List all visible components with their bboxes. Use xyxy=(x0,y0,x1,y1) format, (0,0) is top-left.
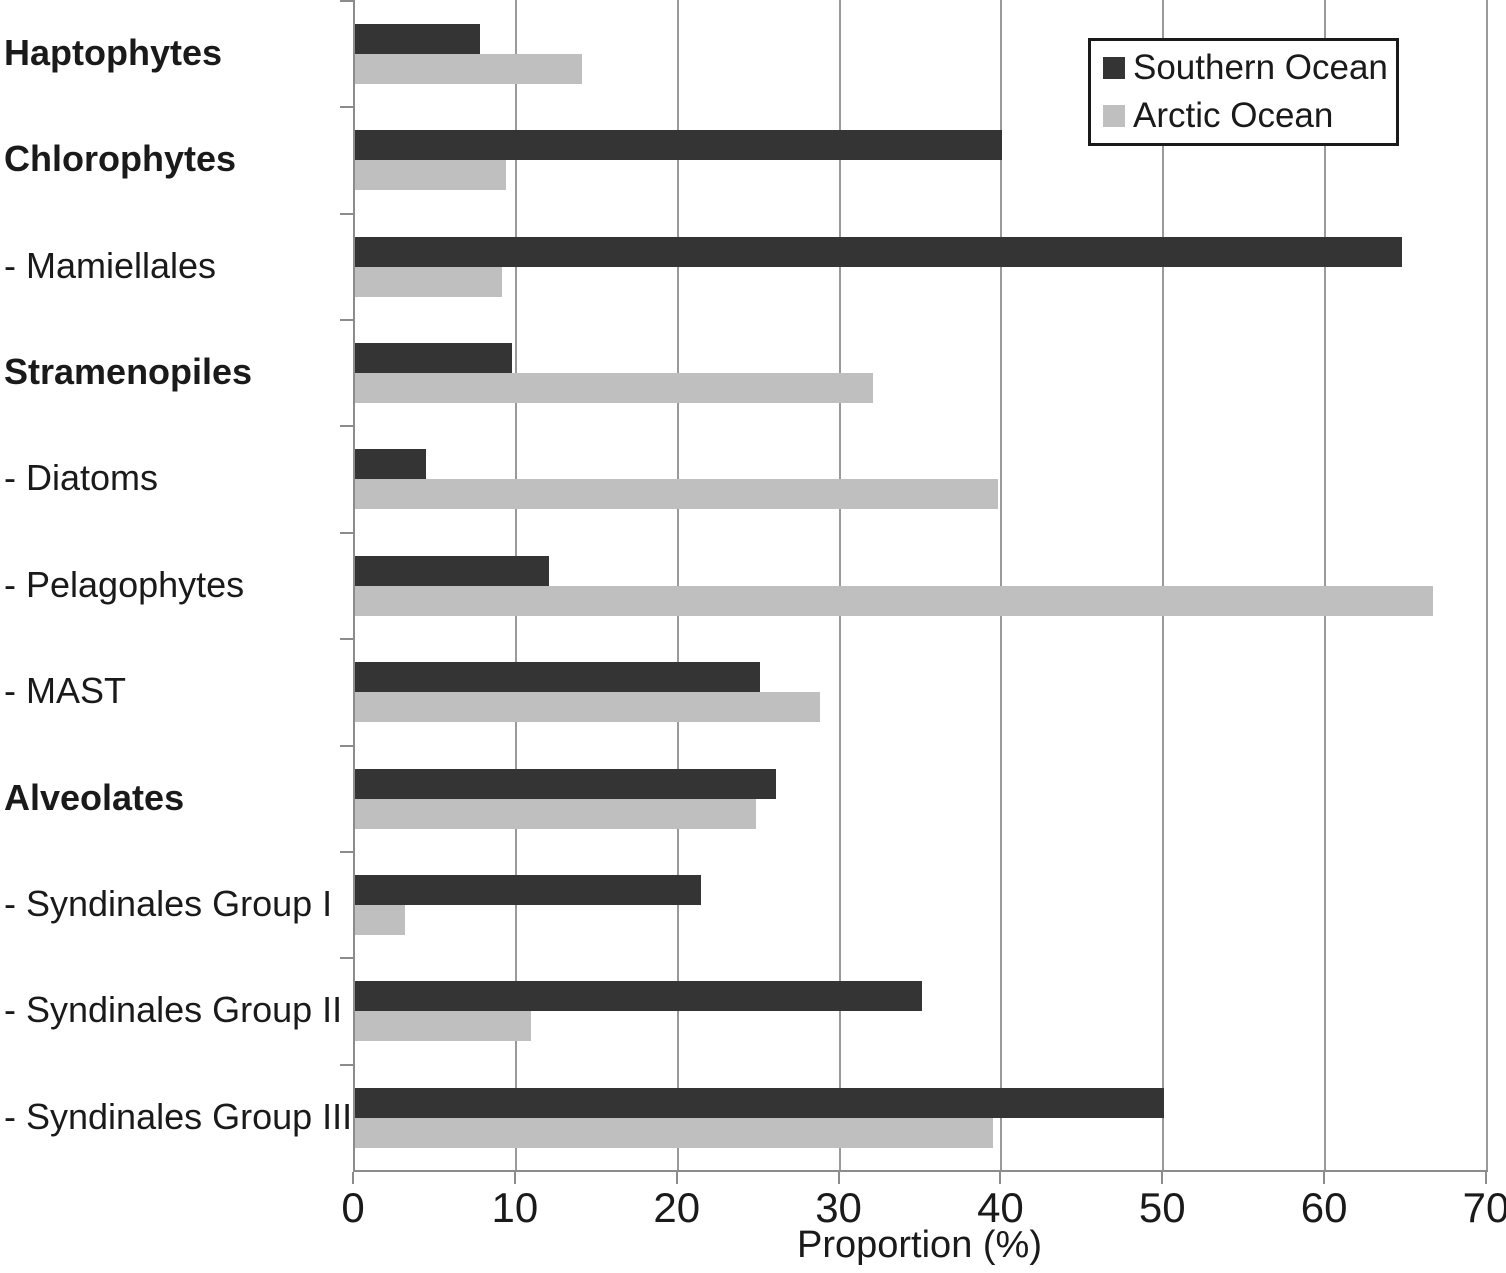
y-axis-tick xyxy=(340,319,353,321)
x-axis-tick xyxy=(352,1172,354,1184)
x-axis-tick xyxy=(1161,1172,1164,1184)
x-tick-label-0: 0 xyxy=(341,1184,365,1231)
bar-arctic-ocean xyxy=(355,479,998,509)
bar-southern-ocean xyxy=(355,24,480,54)
x-axis-tick xyxy=(837,1172,840,1184)
x-axis-title: Proportion (%) xyxy=(797,1224,1042,1266)
y-axis-tick xyxy=(340,1064,353,1066)
gridline-50 xyxy=(1162,0,1165,1170)
arctic-ocean-swatch-icon xyxy=(1103,104,1125,127)
bar-arctic-ocean xyxy=(355,160,506,190)
bar-southern-ocean xyxy=(355,130,1003,160)
bar-arctic-ocean xyxy=(355,54,582,84)
x-tick-label-50: 50 xyxy=(1138,1184,1186,1231)
category-label-3: - Mamiellales xyxy=(4,245,217,286)
category-label-1: Haptophytes xyxy=(4,32,223,73)
y-axis-tick xyxy=(340,957,353,959)
bar-arctic-ocean xyxy=(355,373,873,403)
y-axis-tick xyxy=(340,745,353,747)
y-axis-tick xyxy=(340,425,353,427)
category-label-7: - MAST xyxy=(4,670,126,711)
x-axis-tick xyxy=(999,1172,1002,1184)
bar-arctic-ocean xyxy=(355,586,1433,616)
x-tick-label-30: 30 xyxy=(815,1184,862,1231)
gridline-60 xyxy=(1324,0,1327,1170)
category-label-6: - Pelagophytes xyxy=(4,564,245,605)
x-axis-tick xyxy=(675,1172,678,1184)
legend-item-southern-ocean: Southern Ocean xyxy=(1103,48,1396,88)
x-axis-tick xyxy=(1323,1172,1326,1184)
category-label-10: - Syndinales Group II xyxy=(4,989,343,1030)
x-axis-tick xyxy=(1485,1172,1487,1184)
bar-arctic-ocean xyxy=(355,1011,532,1041)
bar-arctic-ocean xyxy=(355,692,820,722)
gridline-70 xyxy=(1486,0,1488,1170)
bar-arctic-ocean xyxy=(355,799,757,829)
gridline-30 xyxy=(838,0,841,1170)
bar-southern-ocean xyxy=(355,875,702,905)
y-axis-tick xyxy=(340,532,353,534)
legend: Southern Ocean Arctic Ocean xyxy=(1088,38,1399,146)
category-label-2: Chlorophytes xyxy=(4,138,237,179)
category-labels-column: Haptophytes Chlorophytes - Mamiellales Stra… xyxy=(0,0,353,1170)
category-label-4: Stramenopiles xyxy=(4,351,253,392)
x-tick-label-10: 10 xyxy=(491,1184,539,1231)
category-label-8: Alveolates xyxy=(4,777,185,818)
bar-arctic-ocean xyxy=(355,1118,993,1148)
x-tick-label-70: 70 xyxy=(1462,1184,1506,1231)
bar-arctic-ocean xyxy=(355,905,406,935)
x-tick-label-60: 60 xyxy=(1300,1184,1348,1231)
x-tick-label-20: 20 xyxy=(653,1184,701,1231)
category-label-5: - Diatoms xyxy=(4,457,159,498)
y-axis-tick xyxy=(340,106,353,108)
southern-ocean-swatch-icon xyxy=(1103,57,1125,80)
y-axis-tick xyxy=(340,0,353,2)
bar-arctic-ocean xyxy=(355,267,503,297)
plot-area xyxy=(340,0,1488,1172)
bar-southern-ocean xyxy=(355,556,550,586)
category-label-11: - Syndinales Group III xyxy=(4,1096,353,1137)
y-axis-tick xyxy=(340,638,353,640)
bar-southern-ocean xyxy=(355,449,427,479)
bar-southern-ocean xyxy=(355,769,776,799)
bar-southern-ocean xyxy=(355,662,760,692)
category-label-9: - Syndinales Group I xyxy=(4,883,333,924)
bar-southern-ocean xyxy=(355,237,1403,267)
x-tick-label-40: 40 xyxy=(977,1184,1024,1231)
bar-southern-ocean xyxy=(355,1088,1165,1118)
legend-item-arctic-ocean: Arctic Ocean xyxy=(1103,96,1396,136)
gridline-20 xyxy=(676,0,679,1170)
y-axis-tick xyxy=(340,213,353,215)
legend-label-southern-ocean: Southern Ocean xyxy=(1133,48,1388,88)
bar-southern-ocean xyxy=(355,343,512,373)
legend-label-arctic-ocean: Arctic Ocean xyxy=(1133,95,1334,135)
x-axis-tick xyxy=(513,1172,516,1184)
gridline-40 xyxy=(1000,0,1003,1170)
bar-southern-ocean xyxy=(355,981,922,1011)
y-axis-tick xyxy=(340,851,353,853)
